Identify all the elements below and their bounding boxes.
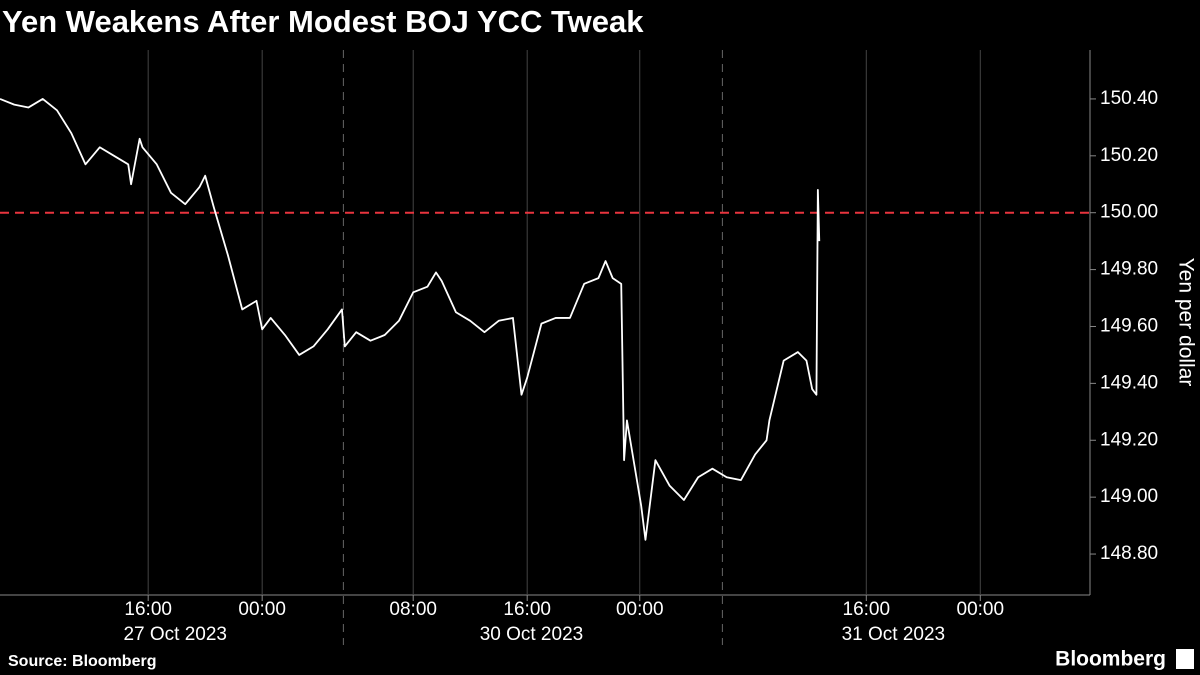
y-tick-label: 149.40 (1100, 372, 1158, 393)
x-tick-label: 00:00 (238, 599, 286, 620)
y-tick-label: 150.20 (1100, 145, 1158, 166)
x-tick-label: 00:00 (957, 599, 1005, 620)
y-tick-label: 149.20 (1100, 429, 1158, 450)
logo-icon (1176, 649, 1194, 669)
y-tick-label: 149.00 (1100, 486, 1158, 507)
date-label: 31 Oct 2023 (842, 624, 946, 645)
x-tick-label: 08:00 (389, 599, 437, 620)
date-label: 27 Oct 2023 (123, 624, 227, 645)
logo: Bloomberg (1055, 648, 1166, 671)
series-line (0, 98, 821, 541)
y-tick-label: 150.00 (1100, 202, 1158, 223)
x-tick-label: 16:00 (124, 599, 172, 620)
x-tick-label: 16:00 (503, 599, 551, 620)
x-tick-label: 00:00 (616, 599, 664, 620)
y-tick-label: 149.80 (1100, 259, 1158, 280)
y-axis-label: Yen per dollar (1174, 258, 1197, 387)
date-label: 30 Oct 2023 (480, 624, 584, 645)
x-tick-label: 16:00 (843, 599, 891, 620)
chart-title: Yen Weakens After Modest BOJ YCC Tweak (2, 4, 644, 39)
y-tick-label: 148.80 (1100, 543, 1158, 564)
source: Source: Bloomberg (8, 653, 156, 670)
y-tick-label: 149.60 (1100, 315, 1158, 336)
y-tick-label: 150.40 (1100, 88, 1158, 109)
